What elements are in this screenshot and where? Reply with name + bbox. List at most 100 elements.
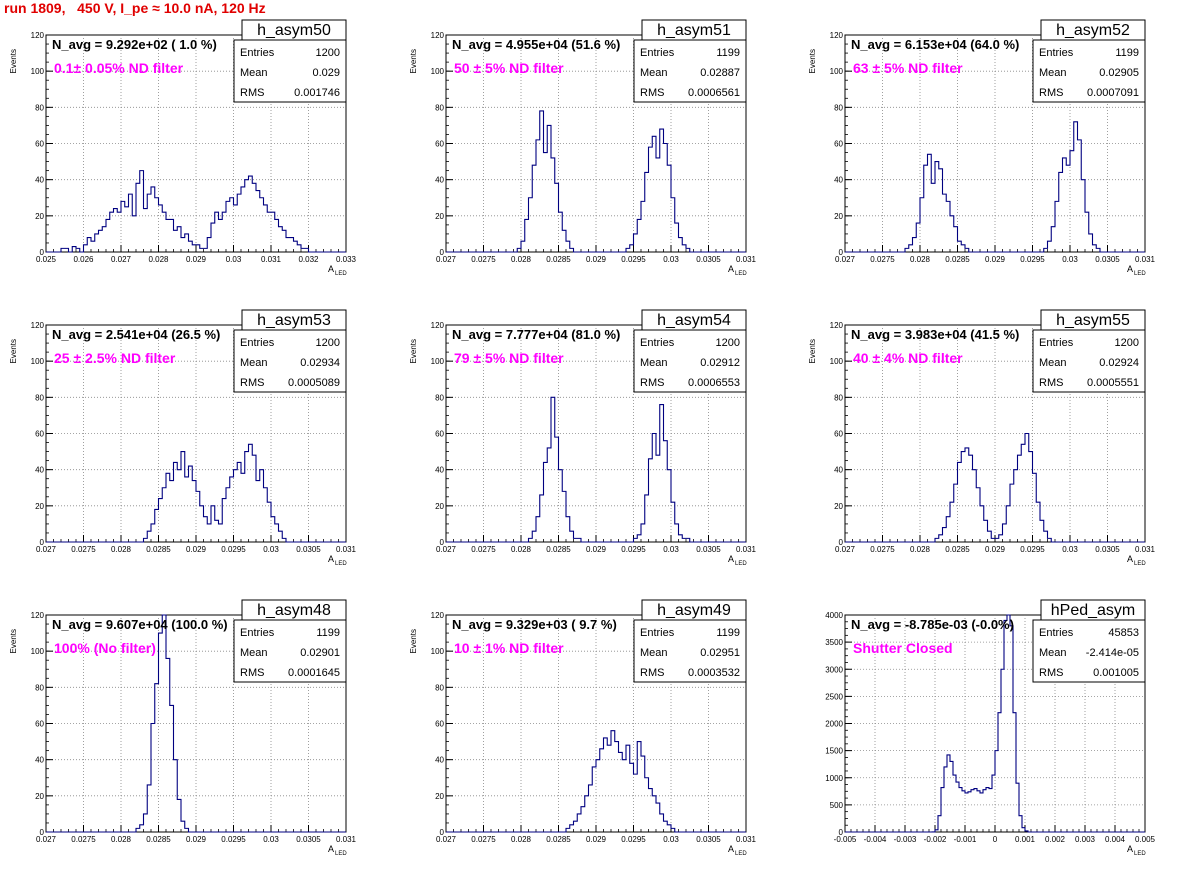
y-tick-label: 80 [435, 683, 444, 692]
y-tick-label: 40 [435, 756, 444, 765]
filter-annotation: 100% (No filter) [54, 640, 156, 656]
x-axis-label-subscript: LED [335, 561, 347, 567]
x-tick-label: 0.028 [511, 545, 532, 554]
y-tick-label: 0 [440, 538, 445, 547]
x-tick-label: 0.028 [111, 545, 132, 554]
x-tick-label: 0.03 [263, 545, 279, 554]
y-tick-label: 20 [834, 212, 843, 221]
histogram-name: h_asym53 [257, 312, 331, 329]
x-tick-label: 0.027 [436, 545, 457, 554]
x-tick-label: 0.029 [586, 545, 607, 554]
stats-key: Mean [640, 67, 668, 79]
x-tick-label: 0.026 [73, 255, 94, 264]
histogram-line [845, 614, 1145, 833]
x-tick-label: 0.03 [226, 255, 242, 264]
stats-key: Entries [240, 47, 275, 59]
y-tick-label: 100 [431, 67, 445, 76]
stats-value: 0.02905 [1099, 67, 1139, 79]
histogram-panel-h_asym50: 0.025 0.026 0.027 0.028 0.029 0.03 0.031 0.032 0… [9, 19, 357, 277]
x-tick-label: 0.0275 [471, 545, 496, 554]
stats-box [633, 329, 747, 393]
x-tick-label: 0.029 [186, 545, 207, 554]
x-tick-label: 0.028 [111, 835, 132, 844]
y-tick-label: 0 [839, 248, 844, 257]
stats-value: 1200 [316, 337, 340, 349]
stats-value: 1200 [1115, 337, 1139, 349]
y-tick-label: 2000 [825, 720, 843, 729]
x-axis-label: A [728, 844, 734, 854]
y-tick-label: 0 [839, 538, 844, 547]
histogram-line [46, 614, 346, 833]
y-tick-label: 40 [435, 466, 444, 475]
histogram-name: hPed_asym [1051, 602, 1136, 619]
stats-value: 0.001746 [294, 87, 340, 99]
y-tick-label: 3000 [825, 665, 843, 674]
stats-key: Mean [1039, 357, 1067, 369]
y-tick-label: 0 [40, 828, 45, 837]
y-tick-label: 20 [435, 502, 444, 511]
filter-annotation: 50 ± 5% ND filter [454, 60, 564, 76]
x-tick-label: 0.029 [985, 545, 1006, 554]
x-tick-label: 0.031 [261, 255, 282, 264]
stats-value: 1199 [316, 627, 340, 639]
histogram-panel-h_asym54: 0.027 0.0275 0.028 0.0285 0.029 0.0295 0.03 0.0… [409, 309, 757, 567]
x-tick-label: 0.033 [336, 255, 357, 264]
stats-value: 1200 [316, 47, 340, 59]
x-tick-label: -0.003 [894, 835, 917, 844]
n-avg-label: N_avg = -8.785e-03 (-0.0%) [851, 617, 1014, 632]
stats-value: 0.02934 [300, 357, 340, 369]
x-tick-label: 0.027 [835, 545, 856, 554]
y-tick-label: 100 [31, 67, 45, 76]
stats-value: 0.0005089 [288, 377, 340, 389]
stats-value: 0.02951 [700, 647, 740, 659]
x-tick-label: 0.029 [186, 835, 207, 844]
y-tick-label: 80 [35, 683, 44, 692]
stats-key: Entries [1039, 337, 1074, 349]
x-tick-label: 0.0295 [1020, 255, 1045, 264]
histogram-name: h_asym54 [657, 312, 731, 329]
y-axis-label: Events [9, 339, 18, 363]
stats-title-box [241, 309, 347, 331]
x-tick-label: 0.003 [1075, 835, 1096, 844]
x-axis-label: A [728, 554, 734, 564]
y-tick-label: 20 [834, 502, 843, 511]
stats-key: Mean [640, 647, 668, 659]
stats-key: RMS [1039, 377, 1063, 389]
y-tick-label: 120 [431, 321, 445, 330]
histogram-line [46, 170, 346, 253]
filter-annotation: 25 ± 2.5% ND filter [54, 350, 176, 366]
x-axis-label-subscript: LED [735, 271, 747, 277]
x-tick-label: 0.031 [1135, 545, 1156, 554]
y-tick-label: 500 [830, 801, 844, 810]
y-tick-label: 20 [35, 792, 44, 801]
x-tick-label: 0.0275 [71, 835, 96, 844]
x-tick-label: 0.028 [910, 545, 931, 554]
stats-value: 0.0003532 [688, 667, 740, 679]
y-tick-label: 60 [435, 430, 444, 439]
y-tick-label: 120 [31, 31, 45, 40]
x-tick-label: 0.0295 [621, 545, 646, 554]
stats-box [233, 39, 347, 103]
x-axis-label: A [728, 264, 734, 274]
x-axis-label-subscript: LED [335, 271, 347, 277]
x-axis-label-subscript: LED [1134, 561, 1146, 567]
histogram-line [46, 443, 346, 543]
filter-annotation: Shutter Closed [853, 640, 953, 656]
x-tick-label: 0.028 [511, 255, 532, 264]
stats-key: Mean [240, 357, 268, 369]
x-axis-label: A [1127, 844, 1133, 854]
histogram-line [845, 121, 1145, 253]
x-tick-label: 0.0305 [1095, 255, 1120, 264]
y-tick-label: 1000 [825, 774, 843, 783]
histogram-name: h_asym49 [657, 602, 731, 619]
x-tick-label: 0.03 [263, 835, 279, 844]
stats-value: 0.02912 [700, 357, 740, 369]
x-tick-label: 0.027 [36, 545, 57, 554]
n-avg-label: N_avg = 6.153e+04 (64.0 %) [851, 37, 1019, 52]
y-tick-label: 20 [435, 792, 444, 801]
x-tick-label: 0.0275 [870, 545, 895, 554]
x-tick-label: 0.028 [148, 255, 169, 264]
x-tick-label: 0 [993, 835, 998, 844]
y-tick-label: 20 [35, 212, 44, 221]
x-axis-label-subscript: LED [735, 561, 747, 567]
